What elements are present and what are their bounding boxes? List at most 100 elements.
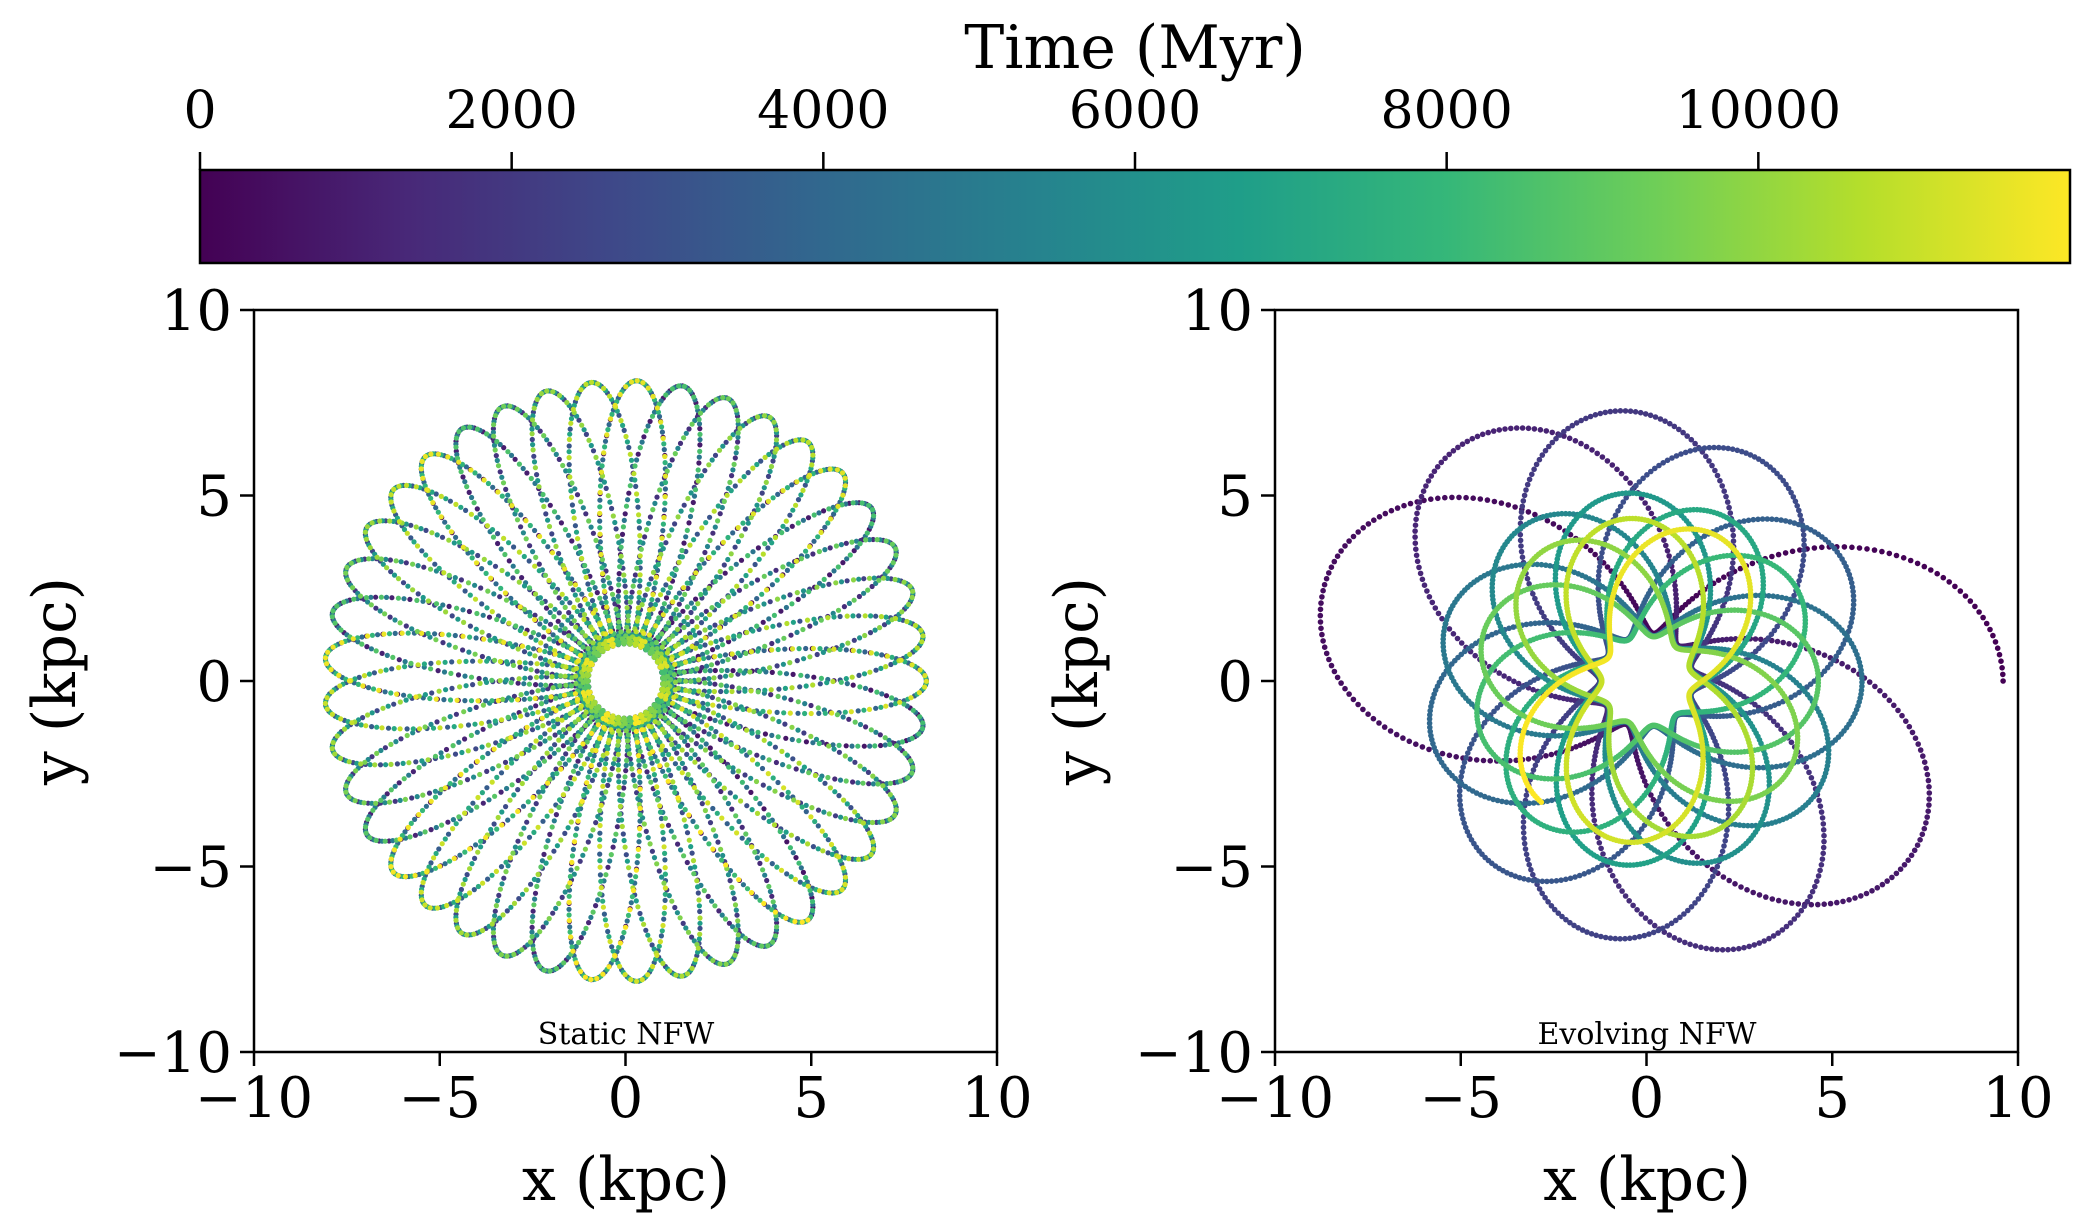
orbit-point [408, 535, 414, 541]
orbit-point [866, 781, 872, 787]
orbit-point [727, 705, 733, 711]
orbit-point [869, 819, 876, 826]
orbit-point [842, 874, 849, 880]
orbit-point [730, 530, 736, 536]
orbit-point [590, 827, 596, 833]
orbit-point [773, 427, 779, 433]
orbit-point [611, 838, 618, 844]
orbit-point [699, 556, 705, 563]
orbit-point [867, 743, 873, 749]
orbit-point [696, 726, 702, 732]
orbit-point [507, 641, 513, 647]
orbit-point [518, 831, 524, 837]
orbit-point [877, 732, 883, 738]
orbit-point [462, 673, 468, 679]
orbit-point [755, 733, 761, 740]
orbit-point [618, 544, 624, 550]
orbit-point [682, 765, 688, 772]
orbit-point [490, 426, 496, 432]
orbit-point [423, 527, 429, 534]
orbit-point [717, 674, 723, 680]
orbit-point [850, 613, 856, 619]
orbit-point [521, 649, 528, 655]
orbit-point [688, 668, 694, 674]
orbit-point [576, 716, 582, 723]
orbit-point [501, 403, 507, 409]
orbit-point [623, 852, 629, 858]
orbit-point [665, 822, 672, 828]
orbit-point [530, 908, 536, 914]
orbit-point [706, 462, 712, 468]
orbit-point [864, 530, 870, 536]
orbit-point [382, 838, 388, 844]
orbit-point [615, 762, 621, 768]
orbit-point [685, 929, 692, 935]
orbit-point [696, 421, 703, 427]
orbit-point [503, 486, 509, 492]
orbit-point [657, 939, 664, 945]
orbit-point [706, 688, 712, 695]
orbit-point [625, 628, 632, 634]
orbit-point [485, 588, 491, 594]
orbit-point [573, 529, 580, 535]
orbit-point [740, 882, 747, 888]
orbit-point [796, 738, 802, 744]
orbit-point [744, 784, 750, 790]
orbit-point [712, 750, 718, 756]
orbit-point [589, 598, 596, 604]
orbit-point [616, 773, 622, 779]
orbit-point [647, 418, 653, 424]
orbit-point [515, 838, 521, 844]
orbit-point [634, 618, 640, 624]
orbit-point [751, 708, 757, 715]
orbit-point [649, 641, 655, 647]
orbit-point [586, 437, 592, 443]
orbit-point [801, 730, 807, 736]
orbit-point [665, 680, 671, 686]
orbit-point [422, 829, 428, 835]
orbit-point [373, 605, 379, 611]
orbit-point [494, 457, 500, 464]
orbit-point [685, 495, 691, 502]
orbit-point [408, 660, 414, 667]
orbit-point [766, 883, 772, 890]
orbit-point [404, 530, 410, 536]
orbit-point [713, 754, 719, 760]
orbit-point [857, 684, 863, 690]
orbit-point [550, 582, 556, 588]
orbit-point [475, 552, 481, 559]
orbit-point [692, 864, 698, 870]
orbit-point [593, 820, 599, 826]
orbit-point [676, 669, 682, 675]
orbit-point [684, 751, 690, 758]
orbit-point [436, 688, 442, 694]
orbit-point [642, 717, 648, 723]
orbit-point [781, 834, 787, 840]
orbit-point [498, 789, 504, 795]
orbit-point [732, 483, 738, 489]
orbit-point [693, 570, 699, 576]
orbit-point [712, 622, 718, 628]
orbit-point [735, 768, 742, 774]
orbit-point [749, 807, 755, 813]
orbit-point [568, 867, 574, 873]
orbit-point [541, 538, 547, 545]
orbit-point [718, 637, 725, 643]
orbit-point [550, 662, 556, 668]
orbit-point [642, 592, 648, 598]
orbit-point [654, 758, 660, 764]
orbit-point [762, 872, 768, 878]
orbit-point [694, 615, 700, 621]
orbit-point [732, 544, 738, 550]
orbit-point [668, 736, 674, 742]
orbit-point [684, 580, 690, 586]
orbit-point [531, 829, 537, 836]
orbit-point [802, 701, 808, 707]
orbit-point [732, 613, 738, 619]
orbit-point [529, 727, 536, 733]
orbit-point [590, 909, 596, 915]
orbit-point [691, 537, 697, 543]
orbit-point [643, 927, 649, 933]
orbit-point [734, 943, 741, 949]
orbit-point [768, 687, 774, 693]
